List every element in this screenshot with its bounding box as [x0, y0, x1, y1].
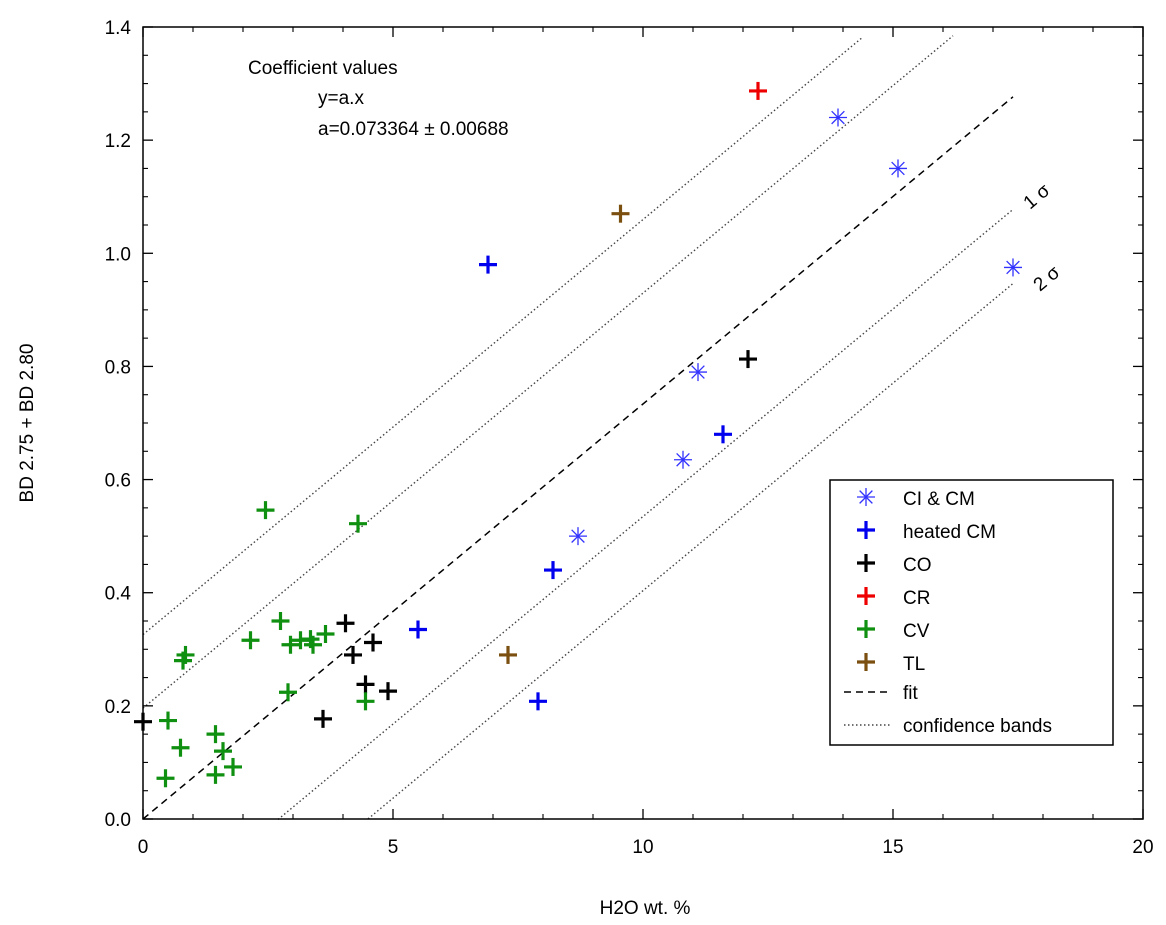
confidence-band-line: [142, 35, 954, 709]
legend: CI & CM heated CM CO CR CV TL fit confid…: [829, 479, 1114, 746]
point-ci-cm: [1004, 258, 1022, 277]
point-ci-cm: [889, 159, 907, 178]
legend-symbol-cr: [857, 587, 875, 605]
legend-symbol-tl: [857, 653, 875, 671]
point-heated-cm: [409, 620, 427, 639]
y-tick-label: 0.8: [105, 357, 131, 378]
point-cv: [349, 514, 367, 533]
x-tick-label: 10: [632, 837, 653, 858]
y-tick-label: 0.4: [105, 584, 132, 605]
y-tick-label: 0.2: [105, 697, 131, 718]
point-ci-cm: [829, 108, 847, 127]
point-tl: [611, 204, 630, 223]
legend-label-cv: CV: [903, 621, 930, 642]
point-co: [364, 633, 382, 652]
legend-label-ci-cm: CI & CM: [903, 489, 975, 510]
point-heated-cm: [479, 255, 497, 274]
y-tick-label: 1.2: [105, 131, 131, 152]
marker-stroke: [691, 365, 705, 379]
point-tl: [499, 645, 517, 664]
point-cv: [214, 742, 232, 761]
confidence-band-lines: [142, 35, 1014, 821]
legend-symbol-ci-cm: [857, 488, 875, 506]
marker-stroke: [859, 490, 873, 504]
point-cv: [304, 635, 322, 654]
legend-symbol-heated-cm: [857, 521, 875, 539]
coefficient-equation: y=a.x: [318, 88, 364, 109]
legend-symbol-cv: [857, 620, 875, 638]
point-co: [314, 709, 332, 728]
band-label-1-sigma: 1 σ: [1020, 180, 1055, 214]
point-cr: [749, 81, 767, 100]
marker-stroke: [676, 452, 690, 467]
y-axis-title: BD 2.75 + BD 2.80: [17, 344, 38, 503]
coefficient-heading: Coefficient values: [248, 58, 398, 79]
point-cv: [241, 631, 260, 650]
point-cv: [224, 757, 242, 776]
x-tick-label: 15: [882, 837, 903, 858]
legend-label-tl: TL: [903, 654, 925, 675]
legend-symbol-co: [857, 554, 875, 572]
y-tick-label: 0.0: [105, 810, 131, 831]
legend-box: [829, 479, 1114, 746]
point-cv: [256, 501, 275, 520]
point-cv: [279, 683, 297, 702]
point-co: [356, 675, 375, 694]
fit-line: [142, 96, 1014, 820]
point-cv: [171, 738, 190, 757]
point-ci-cm: [674, 450, 692, 469]
point-co: [344, 645, 362, 664]
point-cv: [356, 692, 375, 711]
x-tick-label: 0: [138, 837, 149, 858]
point-heated-cm: [529, 692, 547, 711]
data-points: [134, 81, 1022, 788]
point-heated-cm: [544, 561, 562, 580]
point-cv: [159, 711, 177, 730]
point-co: [379, 682, 397, 701]
marker-stroke: [571, 529, 585, 543]
point-heated-cm: [714, 425, 732, 444]
x-axis-title: H2O wt. %: [600, 898, 691, 919]
legend-label-heated-cm: heated CM: [903, 522, 996, 543]
marker-stroke: [1006, 260, 1020, 275]
legend-label-co: CO: [903, 555, 932, 576]
axes: 0 5 10 15 20 0.0 0.2 0.4 0.6 0.8 1.0 1.2 1.4: [105, 18, 1154, 858]
marker-stroke: [891, 161, 905, 176]
band-label-2-sigma: 2 σ: [1030, 262, 1065, 296]
point-cv: [176, 645, 195, 664]
y-tick-label: 0.6: [105, 471, 131, 492]
point-cv: [316, 625, 335, 644]
point-cv: [271, 612, 290, 630]
legend-label-fit: fit: [903, 683, 919, 704]
point-ci-cm: [569, 527, 587, 546]
point-ci-cm: [689, 363, 707, 382]
legend-symbols: [844, 488, 892, 726]
confidence-band-line: [277, 208, 1014, 821]
legend-label-confidence-bands: confidence bands: [903, 716, 1052, 737]
point-co: [336, 614, 355, 633]
legend-label-cr: CR: [903, 588, 930, 609]
point-cv: [206, 765, 225, 784]
x-tick-label: 20: [1132, 837, 1153, 858]
point-cv: [156, 769, 175, 788]
y-tick-label: 1.0: [105, 244, 131, 265]
fit-line-group: [142, 96, 1014, 820]
x-tick-label: 5: [388, 837, 399, 858]
y-tick-label: 1.4: [105, 18, 132, 39]
point-co: [739, 350, 757, 369]
marker-stroke: [831, 110, 845, 125]
point-cv: [206, 725, 225, 744]
point-cv: [281, 635, 300, 654]
coefficient-value: a=0.073364 ± 0.00688: [318, 119, 509, 140]
